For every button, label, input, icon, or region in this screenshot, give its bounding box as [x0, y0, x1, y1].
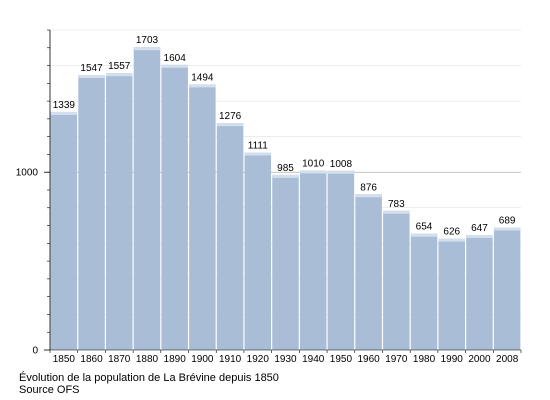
y-tick-label-1000: 1000: [16, 168, 39, 179]
x-tick-label-1870: 1870: [108, 354, 131, 365]
bar-top-highlight: [78, 74, 105, 78]
value-label-1850: 1339: [53, 100, 76, 111]
value-label-1860: 1547: [80, 63, 103, 74]
y-tick-label-0: 0: [32, 346, 38, 357]
x-tick-label-2000: 2000: [468, 354, 491, 365]
value-label-1940: 1010: [302, 158, 325, 169]
value-label-1930: 985: [277, 163, 294, 174]
labels-layer: 1339 1850 1547 1860 1557 1870 1703 1880 1604 1890…: [16, 35, 519, 365]
value-label-1980: 654: [416, 222, 433, 233]
bar-1930: [272, 174, 299, 350]
value-label-1880: 1703: [136, 35, 159, 46]
x-tick-label-1960: 1960: [357, 354, 380, 365]
x-tick-label-1900: 1900: [191, 354, 214, 365]
bar-top-highlight: [216, 123, 244, 127]
bar-top-highlight: [383, 210, 410, 214]
x-tick-label-1860: 1860: [80, 354, 103, 365]
bar-1920: [244, 152, 272, 350]
bar-1880: [133, 47, 161, 350]
x-tick-label-1930: 1930: [274, 354, 297, 365]
x-tick-label-1910: 1910: [219, 354, 242, 365]
chart-caption-title: Évolution de la population de La Brévine…: [19, 372, 279, 384]
bar-top-highlight: [355, 194, 382, 198]
bar-1950: [327, 170, 355, 350]
bar-1860: [78, 74, 105, 350]
bar-top-highlight: [493, 227, 521, 231]
bar-top-highlight: [161, 64, 188, 68]
bar-top-highlight: [244, 152, 272, 156]
bar-1910: [216, 123, 244, 351]
x-tick-label-1980: 1980: [413, 354, 436, 365]
bar-1990: [438, 238, 465, 350]
bar-top-highlight: [50, 111, 78, 115]
value-label-1900: 1494: [191, 72, 214, 83]
value-label-2008: 689: [499, 216, 516, 227]
x-tick-label-1970: 1970: [385, 354, 408, 365]
value-label-1950: 1008: [330, 159, 353, 170]
bar-top-highlight: [438, 238, 465, 242]
axis-layer: [44, 29, 522, 353]
bar-1850: [50, 111, 78, 350]
value-label-1920: 1111: [248, 140, 268, 151]
bar-1870: [106, 73, 133, 350]
x-tick-label-2008: 2008: [496, 354, 519, 365]
bar-top-highlight: [272, 174, 299, 178]
value-label-1970: 783: [388, 199, 405, 210]
bar-1970: [383, 210, 410, 350]
bars-layer: [50, 47, 521, 351]
x-tick-label-1940: 1940: [302, 354, 325, 365]
x-tick-label-1850: 1850: [53, 354, 76, 365]
bar-top-highlight: [189, 84, 216, 88]
value-label-1990: 626: [443, 227, 460, 238]
bar-top-highlight: [466, 234, 493, 238]
value-label-1890: 1604: [164, 53, 187, 64]
bar-top-highlight: [327, 170, 355, 174]
x-tick-label-1950: 1950: [330, 354, 353, 365]
x-tick-label-1990: 1990: [441, 354, 464, 365]
bar-1960: [355, 194, 382, 350]
value-label-1910: 1276: [219, 111, 242, 122]
bar-top-highlight: [299, 170, 327, 174]
x-tick-label-1890: 1890: [164, 354, 187, 365]
bar-top-highlight: [133, 47, 161, 51]
bar-1900: [189, 84, 216, 351]
bar-2000: [466, 234, 493, 350]
chart-caption-source: Source OFS: [19, 384, 80, 396]
bar-1980: [410, 233, 438, 350]
bar-top-highlight: [410, 233, 438, 237]
x-tick-label-1880: 1880: [136, 354, 159, 365]
bar-1890: [161, 64, 188, 350]
value-label-2000: 647: [471, 223, 488, 234]
value-label-1960: 876: [360, 182, 377, 193]
bar-2008: [493, 227, 521, 350]
bar-1940: [299, 170, 327, 350]
bar-top-highlight: [106, 73, 133, 77]
x-tick-label-1920: 1920: [247, 354, 270, 365]
value-label-1870: 1557: [108, 61, 131, 72]
